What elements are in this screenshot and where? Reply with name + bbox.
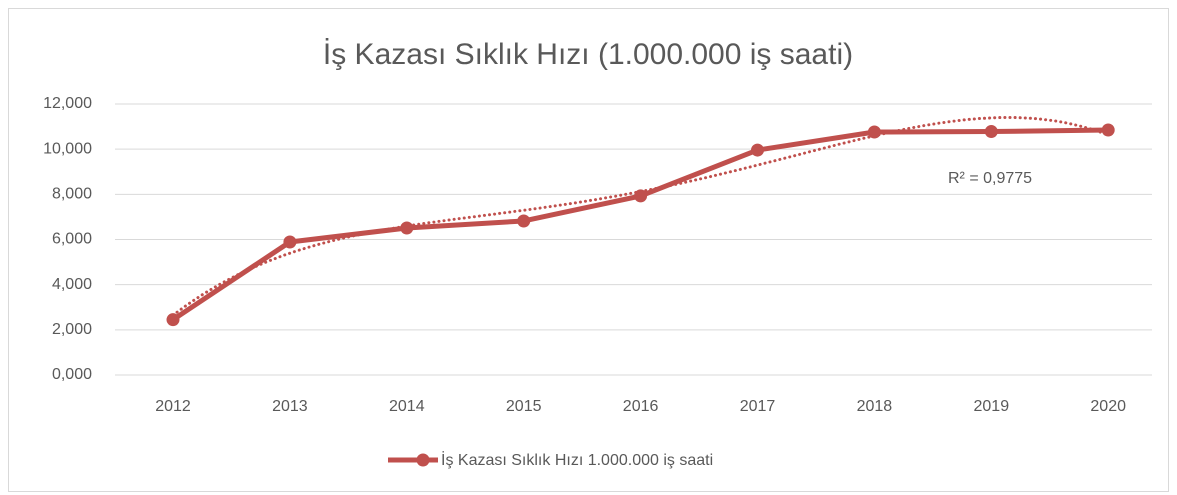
- x-tick-label: 2012: [155, 398, 191, 415]
- y-tick-label: 12,000: [43, 95, 92, 112]
- y-tick-label: 6,000: [52, 231, 92, 248]
- x-tick-label: 2014: [389, 398, 425, 415]
- x-tick-label: 2019: [974, 398, 1010, 415]
- chart-title: İş Kazası Sıklık Hızı (1.000.000 iş saat…: [323, 38, 853, 71]
- x-tick-label: 2020: [1090, 398, 1126, 415]
- legend-label: İş Kazası Sıklık Hızı 1.000.000 iş saati: [441, 450, 713, 469]
- x-tick-label: 2016: [623, 398, 659, 415]
- data-point: [517, 214, 531, 228]
- x-tick-label: 2013: [272, 398, 308, 415]
- data-point: [634, 189, 648, 203]
- data-point: [867, 125, 881, 139]
- data-point: [400, 221, 414, 235]
- x-tick-label: 2018: [857, 398, 893, 415]
- y-tick-label: 8,000: [52, 186, 92, 203]
- y-tick-label: 2,000: [52, 321, 92, 338]
- data-point: [1101, 123, 1115, 137]
- chart-border: [8, 8, 1169, 492]
- legend-marker: [416, 453, 430, 467]
- x-tick-label: 2015: [506, 398, 542, 415]
- y-tick-label: 0,000: [52, 366, 92, 383]
- x-tick-label: 2017: [740, 398, 776, 415]
- data-point: [166, 313, 180, 327]
- trendline-annotation: R² = 0,9775: [948, 170, 1032, 187]
- data-point: [751, 143, 764, 157]
- data-point: [984, 125, 998, 139]
- y-tick-label: 4,000: [52, 276, 92, 293]
- data-point: [283, 235, 297, 249]
- y-tick-label: 10,000: [43, 140, 92, 157]
